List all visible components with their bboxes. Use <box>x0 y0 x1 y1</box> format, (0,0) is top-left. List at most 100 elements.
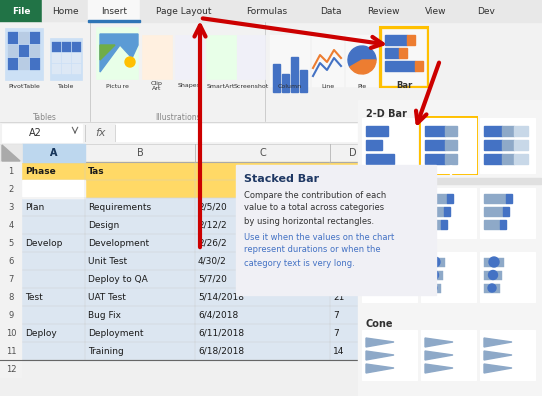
Bar <box>175 35 203 79</box>
Circle shape <box>488 270 498 280</box>
Circle shape <box>371 270 379 280</box>
Bar <box>8 58 18 70</box>
Bar <box>366 258 386 267</box>
Text: A2: A2 <box>29 128 41 138</box>
Bar <box>382 29 426 85</box>
Circle shape <box>430 257 440 267</box>
Text: A: A <box>50 148 57 158</box>
Text: Shapes: Shapes <box>178 84 201 88</box>
Bar <box>484 284 500 293</box>
Text: 11: 11 <box>6 346 16 356</box>
Bar <box>484 126 502 136</box>
Text: 6/18/2018: 6/18/2018 <box>198 346 244 356</box>
Bar <box>358 178 541 184</box>
Text: Use it when the values on the chart: Use it when the values on the chart <box>244 232 394 242</box>
Text: Pie: Pie <box>357 84 366 88</box>
Text: Develop: Develop <box>25 238 62 248</box>
Text: Column: Column <box>278 84 302 88</box>
Bar <box>19 45 29 57</box>
Bar <box>421 188 476 238</box>
Text: UAT Test: UAT Test <box>88 293 126 301</box>
Bar <box>356 0 410 22</box>
Text: Clip
Art: Clip Art <box>151 81 163 91</box>
Text: 14: 14 <box>333 346 344 356</box>
Text: Deploy: Deploy <box>25 329 57 337</box>
Text: Data: Data <box>320 6 342 15</box>
Bar <box>421 118 476 173</box>
Bar <box>506 194 512 203</box>
Text: B: B <box>137 148 144 158</box>
Bar <box>362 188 417 238</box>
Bar <box>425 194 447 203</box>
Bar <box>30 45 40 57</box>
Bar <box>88 20 140 22</box>
Polygon shape <box>100 34 138 72</box>
Bar <box>362 118 417 173</box>
Bar <box>22 180 542 198</box>
Circle shape <box>429 270 438 280</box>
Text: value to a total across categories: value to a total across categories <box>244 204 384 213</box>
Polygon shape <box>425 364 453 373</box>
Text: represent durations or when the: represent durations or when the <box>244 246 380 255</box>
Text: Insert: Insert <box>101 6 127 15</box>
Bar <box>366 126 388 136</box>
Bar <box>50 38 82 80</box>
Bar <box>0 180 22 198</box>
Bar <box>2 124 82 142</box>
Bar <box>0 144 22 162</box>
Bar <box>410 0 462 22</box>
Bar <box>366 220 382 229</box>
Bar <box>236 165 436 295</box>
Text: Home: Home <box>51 6 78 15</box>
Bar <box>22 216 542 234</box>
Text: 8: 8 <box>8 293 14 301</box>
Text: Tables: Tables <box>33 114 57 122</box>
Bar <box>421 252 476 302</box>
Bar <box>0 288 22 306</box>
Bar <box>366 154 394 164</box>
Bar <box>300 70 307 92</box>
Text: Design: Design <box>88 221 119 230</box>
Text: Bar: Bar <box>396 82 412 91</box>
Bar <box>425 126 445 136</box>
Circle shape <box>125 57 135 67</box>
Text: 3: 3 <box>8 202 14 211</box>
Bar <box>22 324 542 342</box>
Bar <box>382 220 388 229</box>
Text: Development: Development <box>88 238 149 248</box>
Polygon shape <box>425 351 453 360</box>
Bar <box>385 207 391 216</box>
Bar <box>312 35 344 87</box>
Bar <box>366 271 384 280</box>
Text: 6/11/2018: 6/11/2018 <box>198 329 244 337</box>
Bar <box>88 0 140 22</box>
Bar <box>484 258 504 267</box>
Text: Screenshot: Screenshot <box>234 84 269 88</box>
Text: Cone: Cone <box>366 319 393 329</box>
Bar <box>484 140 502 150</box>
Text: Dev: Dev <box>477 6 495 15</box>
Bar <box>407 35 415 45</box>
Text: Bug Fix: Bug Fix <box>88 310 121 320</box>
Bar <box>484 271 502 280</box>
Bar <box>0 306 22 324</box>
Bar <box>22 306 542 324</box>
Bar <box>380 27 428 87</box>
Wedge shape <box>350 60 376 74</box>
Bar <box>30 58 40 70</box>
Bar <box>500 220 506 229</box>
Bar <box>366 207 385 216</box>
Bar <box>22 180 85 198</box>
Bar <box>72 42 81 52</box>
Text: 4/30/2: 4/30/2 <box>198 257 227 265</box>
Bar <box>8 45 18 57</box>
Bar <box>306 0 356 22</box>
Bar <box>0 342 22 360</box>
Bar <box>62 64 71 74</box>
Bar <box>22 162 542 180</box>
Text: 21: 21 <box>333 293 344 301</box>
Circle shape <box>371 257 381 267</box>
Text: File: File <box>12 6 30 15</box>
Bar <box>96 27 138 79</box>
Circle shape <box>370 284 378 292</box>
